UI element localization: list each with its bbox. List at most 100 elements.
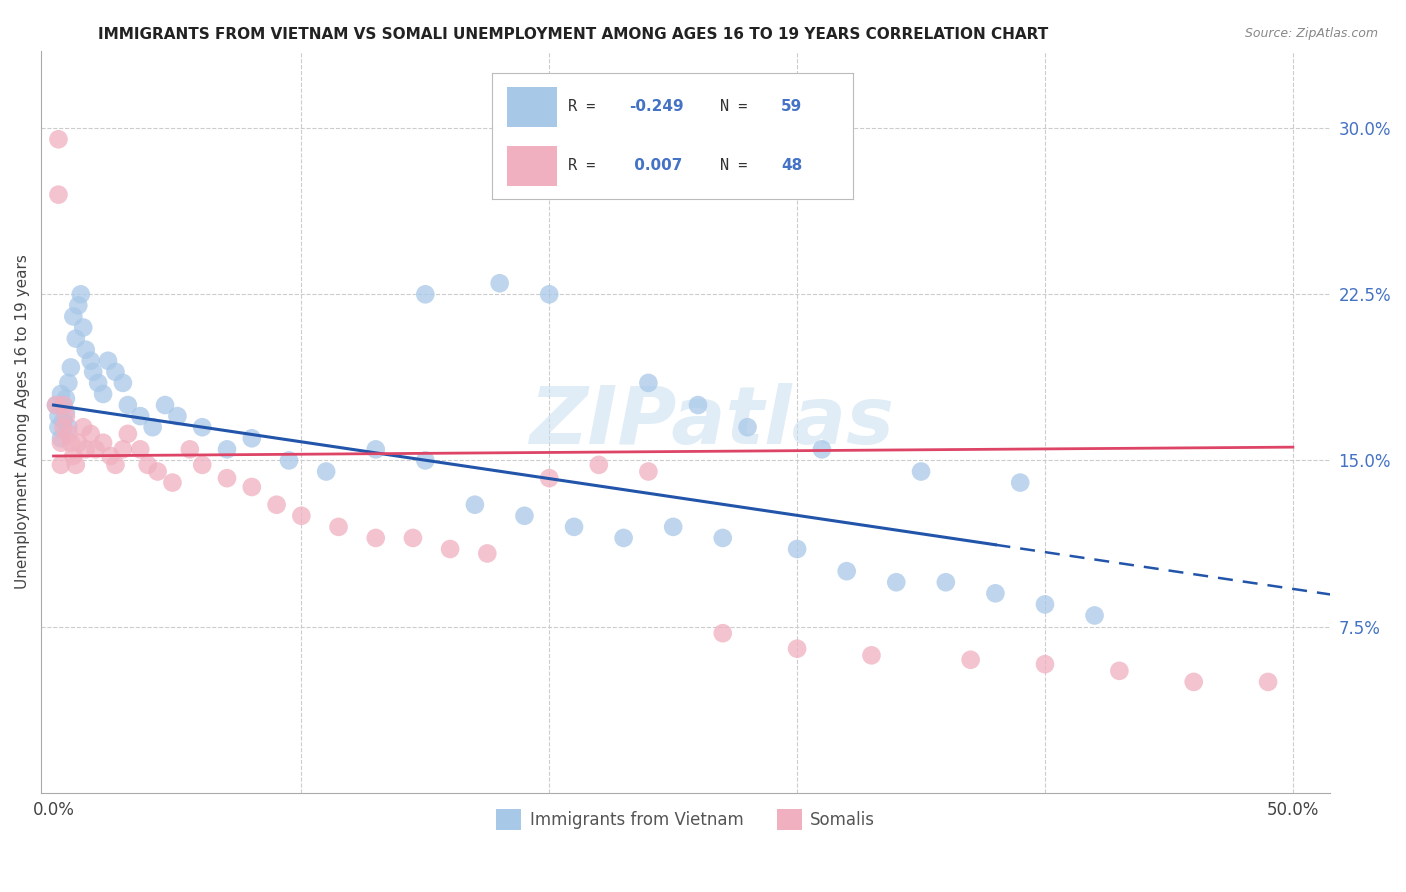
- Point: [84, 442, 107, 457]
- Point: [62, 310, 84, 324]
- Point: [91, 387, 114, 401]
- Point: [153, 398, 176, 412]
- Point: [538, 287, 561, 301]
- Point: [786, 641, 808, 656]
- Point: [111, 376, 134, 390]
- Point: [117, 398, 139, 412]
- Point: [79, 426, 101, 441]
- Point: [413, 453, 436, 467]
- Y-axis label: Unemployment Among Ages 16 to 19 years: Unemployment Among Ages 16 to 19 years: [15, 254, 30, 589]
- Point: [48, 187, 70, 202]
- Point: [215, 471, 238, 485]
- Point: [315, 465, 337, 479]
- Point: [266, 498, 288, 512]
- Point: [884, 575, 907, 590]
- Point: [75, 343, 97, 357]
- Point: [1010, 475, 1032, 490]
- Point: [58, 426, 80, 441]
- Point: [637, 376, 659, 390]
- Point: [75, 442, 97, 457]
- Point: [413, 287, 436, 301]
- Point: [910, 465, 932, 479]
- Point: [439, 541, 461, 556]
- Point: [737, 420, 759, 434]
- Point: [48, 420, 70, 434]
- Point: [136, 458, 159, 472]
- Point: [162, 475, 184, 490]
- Point: [67, 298, 90, 312]
- Point: [55, 392, 77, 406]
- Point: [55, 405, 77, 419]
- Point: [464, 498, 486, 512]
- Point: [91, 435, 114, 450]
- Point: [240, 431, 263, 445]
- Point: [49, 435, 72, 450]
- Point: [142, 420, 165, 434]
- Point: [1108, 664, 1130, 678]
- Point: [72, 420, 94, 434]
- Point: [215, 442, 238, 457]
- Point: [562, 520, 585, 534]
- Point: [488, 277, 510, 291]
- Point: [662, 520, 685, 534]
- Point: [711, 626, 734, 640]
- Point: [58, 376, 80, 390]
- Point: [48, 132, 70, 146]
- Point: [104, 458, 127, 472]
- Point: [97, 353, 120, 368]
- Point: [477, 546, 499, 560]
- Point: [191, 458, 214, 472]
- Point: [72, 320, 94, 334]
- Point: [67, 435, 90, 450]
- Point: [1182, 674, 1205, 689]
- Point: [69, 287, 91, 301]
- Point: [49, 458, 72, 472]
- Point: [402, 531, 425, 545]
- Point: [65, 332, 87, 346]
- Text: ZIPatlas: ZIPatlas: [529, 383, 894, 460]
- Text: Source: ZipAtlas.com: Source: ZipAtlas.com: [1244, 27, 1378, 40]
- Point: [1033, 598, 1056, 612]
- Point: [935, 575, 957, 590]
- Point: [45, 398, 67, 412]
- Text: IMMIGRANTS FROM VIETNAM VS SOMALI UNEMPLOYMENT AMONG AGES 16 TO 19 YEARS CORRELA: IMMIGRANTS FROM VIETNAM VS SOMALI UNEMPL…: [98, 27, 1049, 42]
- Point: [588, 458, 610, 472]
- Point: [328, 520, 350, 534]
- Point: [52, 413, 75, 427]
- Point: [87, 376, 110, 390]
- Point: [240, 480, 263, 494]
- Point: [58, 420, 80, 434]
- Point: [364, 531, 387, 545]
- Point: [129, 409, 152, 424]
- Point: [146, 465, 169, 479]
- Point: [62, 449, 84, 463]
- Point: [59, 360, 82, 375]
- Point: [637, 465, 659, 479]
- Point: [48, 409, 70, 424]
- Point: [49, 431, 72, 445]
- Point: [538, 471, 561, 485]
- Point: [100, 449, 122, 463]
- Point: [111, 442, 134, 457]
- Point: [65, 458, 87, 472]
- Point: [49, 387, 72, 401]
- Point: [55, 409, 77, 424]
- Point: [711, 531, 734, 545]
- Point: [290, 508, 312, 523]
- Point: [860, 648, 883, 663]
- Point: [811, 442, 834, 457]
- Point: [104, 365, 127, 379]
- Point: [1257, 674, 1279, 689]
- Point: [45, 398, 67, 412]
- Point: [835, 564, 858, 578]
- Point: [959, 653, 981, 667]
- Point: [129, 442, 152, 457]
- Point: [786, 541, 808, 556]
- Point: [613, 531, 636, 545]
- Legend: Immigrants from Vietnam, Somalis: Immigrants from Vietnam, Somalis: [489, 803, 882, 837]
- Point: [191, 420, 214, 434]
- Point: [166, 409, 188, 424]
- Point: [364, 442, 387, 457]
- Point: [52, 398, 75, 412]
- Point: [117, 426, 139, 441]
